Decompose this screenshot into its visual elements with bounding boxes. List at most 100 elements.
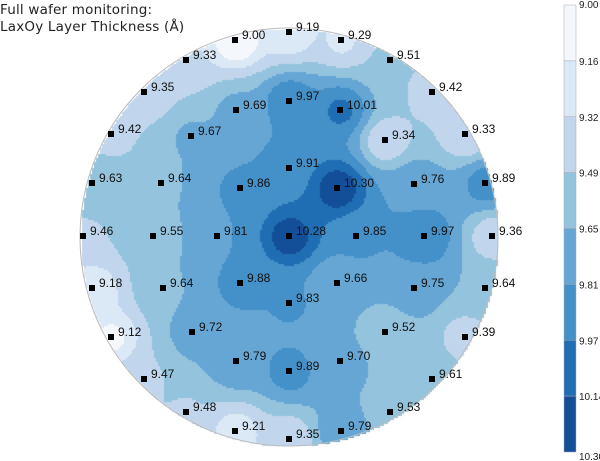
measurement-value-label: 9.33 (472, 122, 496, 136)
measurement-value-label: 10.01 (347, 98, 377, 112)
title-line-2: LaxOy Layer Thickness (Å) (0, 19, 185, 35)
measurement-value-label: 9.91 (296, 156, 320, 170)
measurement-value-label: 9.67 (198, 124, 222, 138)
measurement-point-marker (482, 180, 488, 186)
measurement-value-label: 9.33 (193, 48, 217, 62)
measurement-value-label: 9.85 (363, 224, 387, 238)
colorbar-segment (563, 340, 577, 397)
measurement-point-marker (338, 428, 344, 434)
measurement-point-marker (233, 107, 239, 113)
measurement-point-marker (286, 165, 292, 171)
measurement-point-marker (183, 57, 189, 63)
measurement-point-marker (89, 180, 95, 186)
colorbar-segment (563, 4, 577, 62)
measurement-value-label: 9.64 (492, 276, 516, 290)
measurement-point-marker (286, 233, 292, 239)
measurement-value-label: 9.39 (472, 325, 496, 339)
measurement-value-label: 10.28 (296, 224, 326, 238)
measurement-value-label: 9.00 (242, 28, 266, 42)
measurement-point-marker (421, 233, 427, 239)
measurement-value-label: 9.76 (421, 172, 445, 186)
colorbar-tick-label: 9.65 (579, 225, 599, 236)
measurement-point-marker (89, 285, 95, 291)
measurement-value-label: 9.46 (90, 224, 114, 238)
measurement-value-label: 9.70 (347, 349, 371, 363)
measurement-value-label: 9.61 (439, 367, 463, 381)
measurement-value-label: 9.64 (168, 171, 192, 185)
measurement-value-label: 9.42 (439, 80, 463, 94)
measurement-point-marker (429, 89, 435, 95)
measurement-value-label: 9.86 (247, 176, 271, 190)
measurement-point-marker (108, 131, 114, 137)
colorbar-tick-label: 9.97 (579, 336, 599, 347)
measurement-value-label: 9.21 (242, 419, 266, 433)
measurement-point-marker (237, 185, 243, 191)
measurement-value-label: 9.83 (296, 291, 320, 305)
measurement-point-marker (160, 285, 166, 291)
measurement-point-marker (141, 376, 147, 382)
measurement-value-label: 9.29 (348, 28, 372, 42)
measurement-value-label: 9.88 (247, 271, 271, 285)
measurement-value-label: 9.35 (151, 80, 175, 94)
measurement-point-marker (429, 376, 435, 382)
measurement-value-label: 9.42 (118, 122, 142, 136)
measurement-value-label: 9.97 (431, 224, 455, 238)
measurement-value-label: 9.18 (99, 276, 123, 290)
colorbar-segment (563, 172, 577, 229)
measurement-value-label: 9.53 (397, 400, 421, 414)
measurement-point-marker (80, 233, 86, 239)
measurement-value-label: 9.75 (421, 276, 445, 290)
measurement-point-marker (382, 137, 388, 143)
measurement-value-label: 9.12 (118, 325, 142, 339)
measurement-value-label: 9.52 (392, 320, 416, 334)
measurement-value-label: 9.47 (151, 367, 175, 381)
colorbar: 9.00 9.16 9.32 9.49 9.65 9.81 9.97 10.14 10.30 (563, 0, 600, 461)
colorbar-tick-label: 9.49 (579, 169, 599, 180)
measurement-value-label: 9.66 (344, 271, 368, 285)
measurement-point-marker (286, 436, 292, 442)
measurement-point-marker (286, 29, 292, 35)
measurement-value-label: 9.48 (193, 400, 217, 414)
measurement-value-label: 10.30 (344, 176, 374, 190)
colorbar-tick-label: 10.30 (579, 452, 600, 461)
colorbar-tick-label: 10.14 (579, 392, 600, 403)
measurement-point-marker (214, 233, 220, 239)
colorbar-segment (563, 116, 577, 173)
measurement-point-marker (232, 428, 238, 434)
measurement-value-label: 9.51 (397, 48, 421, 62)
measurement-point-marker (411, 181, 417, 187)
measurement-value-label: 9.89 (296, 359, 320, 373)
measurement-point-marker (387, 409, 393, 415)
measurement-value-label: 9.64 (170, 276, 194, 290)
chart-title: Full wafer monitoring: LaxOy Layer Thick… (0, 2, 184, 36)
measurement-point-marker (353, 233, 359, 239)
measurement-point-marker (382, 329, 388, 335)
measurement-point-marker (337, 358, 343, 364)
colorbar-segment (563, 60, 577, 117)
measurement-value-label: 9.79 (243, 349, 267, 363)
measurement-value-label: 9.89 (492, 171, 516, 185)
measurement-point-marker (286, 368, 292, 374)
measurement-point-marker (334, 280, 340, 286)
measurement-value-label: 9.72 (199, 320, 223, 334)
measurement-value-label: 9.81 (224, 224, 248, 238)
measurement-value-label: 9.19 (296, 20, 320, 34)
measurement-value-label: 9.55 (160, 224, 184, 238)
measurement-value-label: 9.69 (243, 98, 267, 112)
colorbar-segment (563, 395, 577, 453)
measurement-point-marker (108, 334, 114, 340)
measurement-point-marker (188, 133, 194, 139)
colorbar-segment (563, 228, 577, 285)
measurement-value-label: 9.63 (99, 171, 123, 185)
measurement-point-marker (150, 233, 156, 239)
measurement-value-label: 9.36 (499, 224, 523, 238)
measurement-point-marker (158, 180, 164, 186)
measurement-point-marker (286, 98, 292, 104)
measurement-points: 9.00 9.19 9.29 9.51 9.42 9.33 9.89 9.36 9.64 9.39… (80, 20, 523, 442)
title-line-1: Full wafer monitoring: (0, 2, 153, 18)
measurement-value-label: 9.34 (392, 128, 416, 142)
measurement-point-marker (286, 300, 292, 306)
measurement-point-marker (411, 285, 417, 291)
